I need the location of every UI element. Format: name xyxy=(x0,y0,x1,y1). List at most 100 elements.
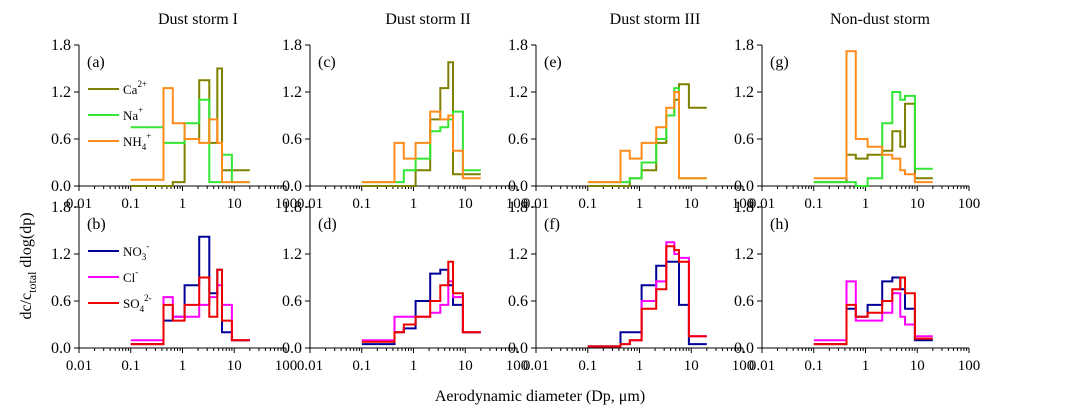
y-tick-label: 0.0 xyxy=(734,340,754,357)
y-tick-label: 1.2 xyxy=(508,246,528,263)
y-tick-label: 1.2 xyxy=(508,84,528,101)
x-tick-label: 1 xyxy=(636,196,644,212)
column-title-4: Non-dust storm xyxy=(830,11,931,28)
legend-label: Na+ xyxy=(123,105,143,123)
x-axis-title: Aerodynamic diameter (Dp, μm) xyxy=(435,388,645,405)
x-tick-label: 1 xyxy=(179,196,187,212)
y-tick-label: 1.8 xyxy=(734,37,754,54)
legend-label: NH4+ xyxy=(123,131,151,152)
panel-label: (h) xyxy=(770,216,789,233)
x-tick-label: 1 xyxy=(179,358,187,374)
x-tick-label: 0.1 xyxy=(352,358,371,374)
series-NO3- xyxy=(587,260,707,348)
y-tick-label: 1.8 xyxy=(282,37,302,54)
x-tick-label: 0.1 xyxy=(804,358,823,374)
y-tick-label: 0.6 xyxy=(734,293,754,310)
x-tick-label: 0.1 xyxy=(121,196,140,212)
x-tick-label: 10 xyxy=(458,358,473,374)
svg-text:dc/ctotal dlog(dp): dc/ctotal dlog(dp) xyxy=(18,212,39,319)
x-tick-label: 0.1 xyxy=(578,196,597,212)
y-tick-label: 1.2 xyxy=(282,246,302,263)
series-Ca2+ xyxy=(813,102,933,184)
series-SO42- xyxy=(587,245,707,348)
series-Na+ xyxy=(813,91,933,187)
legend-label: Cl- xyxy=(123,267,138,285)
x-tick-label: 0.1 xyxy=(352,196,371,212)
series-Na+ xyxy=(361,110,481,184)
y-tick-label: 0.0 xyxy=(51,340,71,357)
y-tick-label: 1.2 xyxy=(51,246,71,263)
y-tick-label: 1.8 xyxy=(508,199,528,216)
x-tick-label: 100 xyxy=(958,196,981,212)
x-tick-label: 10 xyxy=(227,358,242,374)
y-tick-label: 1.8 xyxy=(282,199,302,216)
x-tick-label: 10 xyxy=(227,196,242,212)
x-tick-label: 100 xyxy=(732,196,755,212)
y-tick-label: 1.8 xyxy=(51,199,71,216)
x-tick-label: 100 xyxy=(732,358,755,374)
y-tick-label: 0.6 xyxy=(508,293,528,310)
legend-label: SO42- xyxy=(123,293,152,314)
x-tick-label: 100 xyxy=(275,196,298,212)
series-NO3- xyxy=(130,235,250,346)
y-tick-label: 0.6 xyxy=(51,293,71,310)
y-tick-label: 0.0 xyxy=(282,178,302,195)
panel-g: 0.0 0.6 1.2 1.8 0.01 0.1 1 10 100 (g) xyxy=(734,37,980,212)
x-tick-label: 0.01 xyxy=(66,196,92,212)
x-tick-label: 10 xyxy=(910,196,925,212)
x-tick-label: 100 xyxy=(506,196,529,212)
panel-d: 0.00.61.21.80.01 0.1 1 10 100(d) xyxy=(282,199,528,374)
series-Na+ xyxy=(130,98,250,184)
y-tick-label: 0.6 xyxy=(51,131,71,148)
x-tick-label: 1 xyxy=(862,358,870,374)
y-tick-label: 0.6 xyxy=(508,131,528,148)
x-tick-label: 0.01 xyxy=(297,196,323,212)
series-SO42- xyxy=(130,268,250,346)
column-titles: Dust storm I Dust storm II Dust storm II… xyxy=(158,11,931,28)
x-tick-label: 0.01 xyxy=(523,196,549,212)
series-NH4+ xyxy=(813,50,933,184)
y-axis-title-tail: dlog(dp) xyxy=(18,212,35,271)
x-tick-label: 0.01 xyxy=(66,358,92,374)
x-tick-label: 100 xyxy=(958,358,981,374)
y-tick-label: 0.0 xyxy=(508,178,528,195)
series-Ca2+ xyxy=(587,83,707,187)
y-tick-label: 0.6 xyxy=(734,131,754,148)
y-tick-label: 1.2 xyxy=(282,84,302,101)
panel-label: (d) xyxy=(318,216,337,233)
x-tick-label: 10 xyxy=(458,196,473,212)
series-SO42- xyxy=(813,276,933,346)
x-tick-label: 10 xyxy=(684,196,699,212)
series-Ca2+ xyxy=(130,67,250,187)
series-NH4+ xyxy=(130,87,250,184)
panels: 0.00.61.21.80.01 0.1 1 10 100(a)Ca2+Na+NH4+0… xyxy=(51,37,980,374)
y-tick-label: 0.6 xyxy=(282,131,302,148)
series-SO42- xyxy=(361,260,481,343)
column-title-1: Dust storm I xyxy=(158,11,238,28)
x-tick-label: 0.01 xyxy=(297,358,323,374)
x-tick-label: 0.01 xyxy=(749,358,775,374)
panel-label: (b) xyxy=(87,216,106,233)
panel-label: (c) xyxy=(318,54,336,71)
y-tick-label: 1.2 xyxy=(734,84,754,101)
x-tick-label: 100 xyxy=(275,358,298,374)
legend-label: Ca2+ xyxy=(123,79,147,97)
x-tick-label: 0.1 xyxy=(578,358,597,374)
column-title-3: Dust storm III xyxy=(610,11,701,28)
y-tick-label: 0.0 xyxy=(734,178,754,195)
legend-label: NO3- xyxy=(123,241,149,262)
y-tick-label: 0.0 xyxy=(282,340,302,357)
y-tick-label: 0.6 xyxy=(282,293,302,310)
x-tick-label: 1 xyxy=(410,196,418,212)
panel-c: 0.0 0.6 1.2 1.8 0.01 0.1 1 10 100 (c) xyxy=(282,37,528,212)
column-title-2: Dust storm II xyxy=(385,11,470,28)
x-tick-label: 100 xyxy=(506,358,529,374)
panel-b: 0.00.61.21.80.01 0.1 1 10 100(b)NO3-Cl-SO42- xyxy=(51,199,297,374)
series-NH4+ xyxy=(361,110,481,184)
y-tick-label: 1.2 xyxy=(51,84,71,101)
y-tick-label: 1.2 xyxy=(734,246,754,263)
panel-a: 0.0 0.6 1.2 1.8 0.01 0.1 1 10 100 (a) Ca2+ Na+ NH4+ xyxy=(51,37,297,212)
y-tick-label: 0.0 xyxy=(51,178,71,195)
panel-label: (g) xyxy=(770,54,789,71)
